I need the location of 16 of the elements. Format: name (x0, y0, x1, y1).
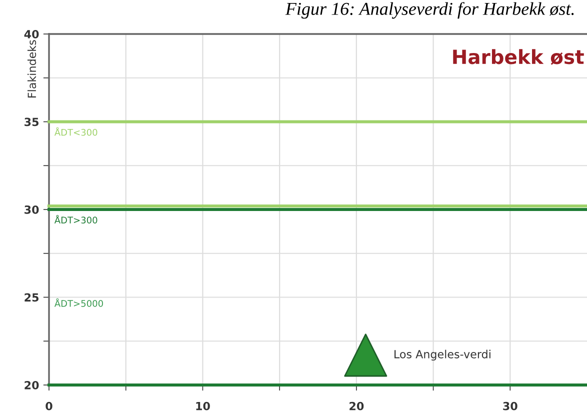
y-tick-label: 40 (24, 30, 39, 38)
series-label: Los Angeles-verdi (394, 350, 490, 361)
x-tick-label: 10 (196, 402, 210, 410)
y-tick-label: 20 (24, 380, 39, 390)
y-tick-label: 25 (24, 293, 38, 302)
x-tick-label: 0 (46, 402, 52, 410)
y-axis-title: Flakindeks (27, 40, 36, 98)
y-tick-label: 30 (24, 205, 39, 214)
ref-line-label: ÅDT<300 (54, 127, 98, 136)
chart-title: Figur 16: Analyseverdi for Harbekk øst. (285, 2, 574, 19)
y-tick-label: 35 (24, 118, 38, 126)
ref-line-label: ÅDT>300 (54, 215, 98, 224)
x-tick-label: 30 (503, 402, 518, 410)
annotation: ÅDT>5000 (54, 298, 103, 307)
x-tick-label: 20 (350, 402, 364, 410)
annotation: Harbekk øst (453, 49, 584, 65)
